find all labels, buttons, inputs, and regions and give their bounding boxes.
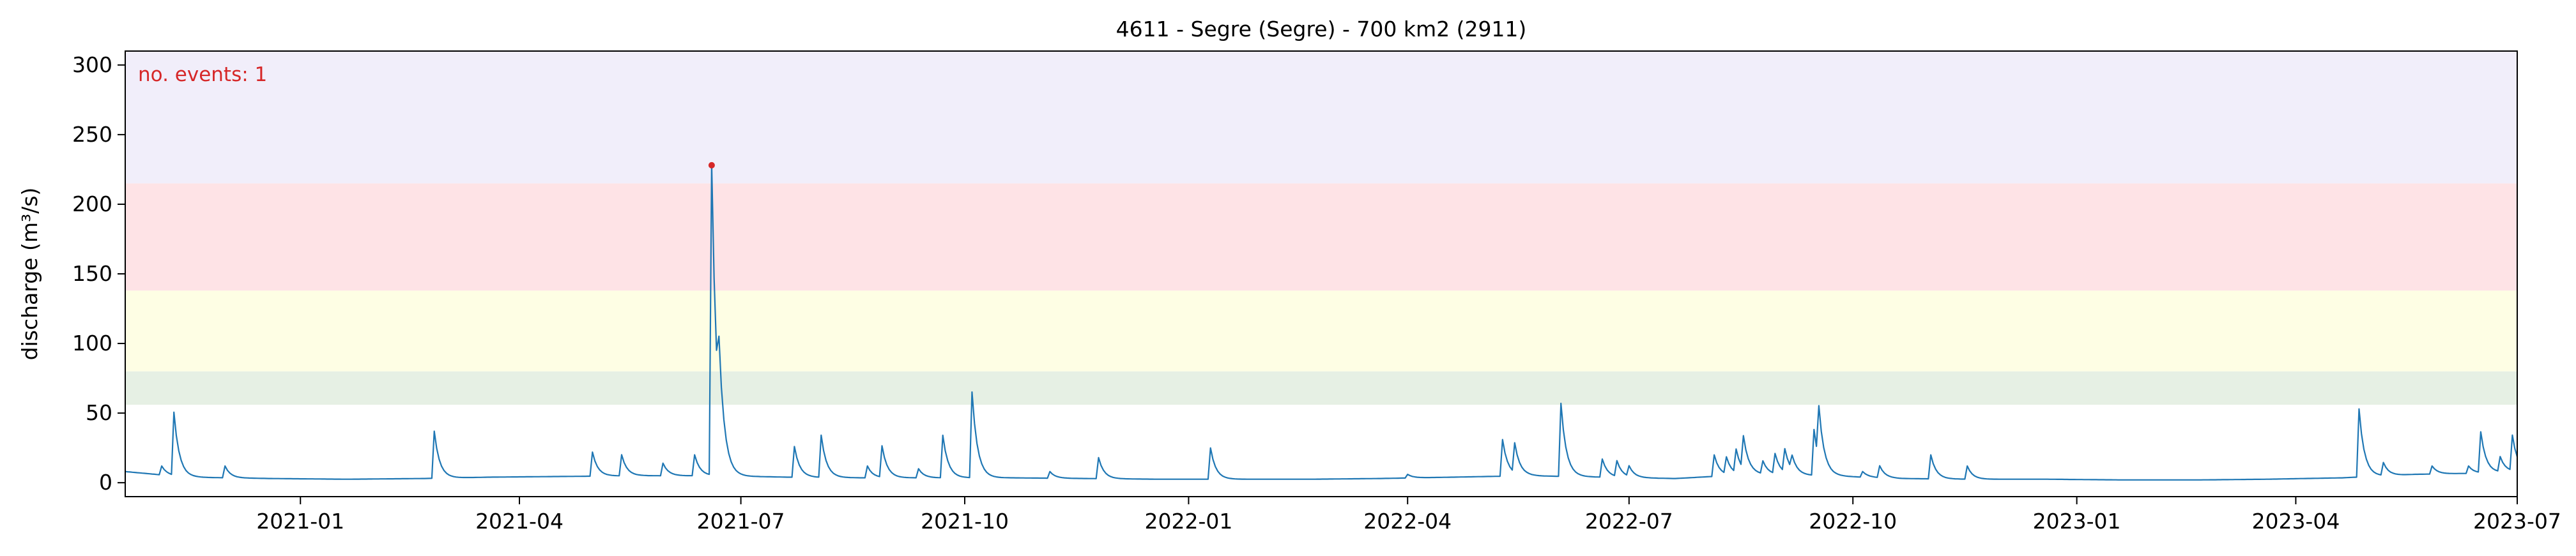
x-tick-label: 2021-04 (475, 509, 564, 534)
discharge-series (125, 163, 2518, 481)
x-tick-label: 2021-01 (256, 509, 344, 534)
y-axis: 0 50 100 150 200 250 300 (72, 52, 125, 495)
threshold-bands (125, 51, 2517, 405)
y-tick-label: 300 (72, 52, 112, 77)
x-tick-label: 2021-10 (921, 509, 1009, 534)
threshold-band-1 (125, 371, 2517, 405)
x-axis: 2021-01 2021-04 2021-07 2021-10 2022-01 2022-… (256, 497, 2561, 534)
y-axis-label: discharge (m³/s) (17, 188, 42, 361)
y-tick-label: 200 (72, 192, 112, 216)
threshold-band-2 (125, 290, 2517, 372)
x-tick-label: 2021-07 (697, 509, 785, 534)
y-tick-label: 100 (72, 331, 112, 356)
threshold-band-3 (125, 183, 2517, 291)
event-marker-1 (708, 162, 715, 169)
y-tick-label: 0 (99, 470, 112, 495)
x-tick-label: 2023-04 (2251, 509, 2340, 534)
events-annotation: no. events: 1 (138, 63, 267, 86)
x-tick-label: 2022-01 (1144, 509, 1232, 534)
chart-title: 4611 - Segre (Segre) - 700 km2 (2911) (1116, 17, 1527, 41)
y-tick-label: 250 (72, 122, 112, 147)
threshold-band-4 (125, 51, 2517, 184)
x-tick-label: 2022-07 (1585, 509, 1673, 534)
y-tick-label: 150 (72, 261, 112, 286)
y-tick-label: 50 (86, 400, 112, 425)
discharge-line (125, 163, 2518, 481)
x-tick-label: 2022-04 (1363, 509, 1452, 534)
x-tick-label: 2023-01 (2033, 509, 2121, 534)
event-markers (708, 162, 715, 169)
x-tick-label: 2023-07 (2473, 509, 2561, 534)
x-tick-label: 2022-10 (1809, 509, 1897, 534)
